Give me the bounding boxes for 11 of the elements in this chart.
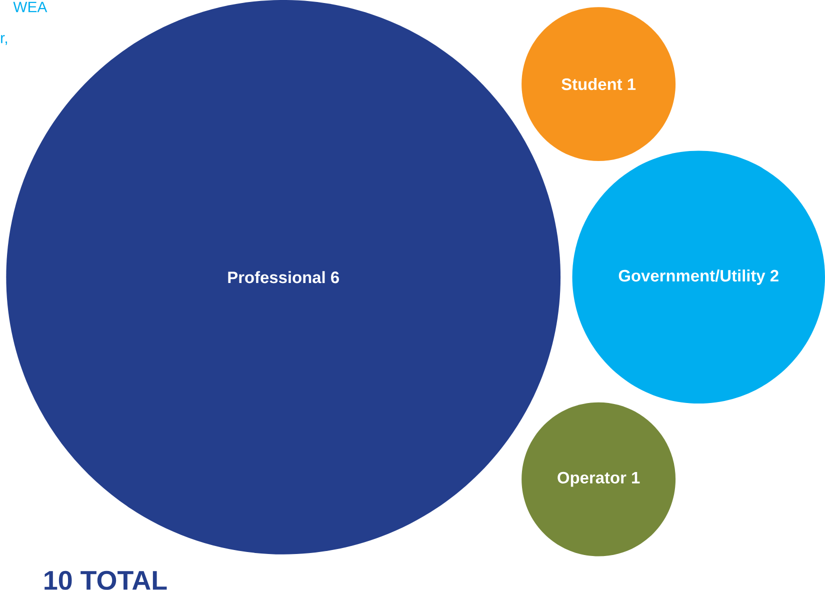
category-label: Student: [562, 78, 622, 90]
text: r,: [0, 35, 7, 46]
data-label: 6: [331, 272, 339, 284]
data-label: 1: [628, 78, 636, 90]
category-label: Government/Utility: [618, 270, 766, 285]
category-label: Operator: [558, 472, 626, 487]
text: 10 TOTAL: [44, 570, 167, 590]
text: WEA: [13, 2, 48, 12]
data-label: 1: [632, 472, 640, 484]
data-label: 2: [770, 270, 778, 282]
category-label: Professional: [228, 271, 325, 284]
